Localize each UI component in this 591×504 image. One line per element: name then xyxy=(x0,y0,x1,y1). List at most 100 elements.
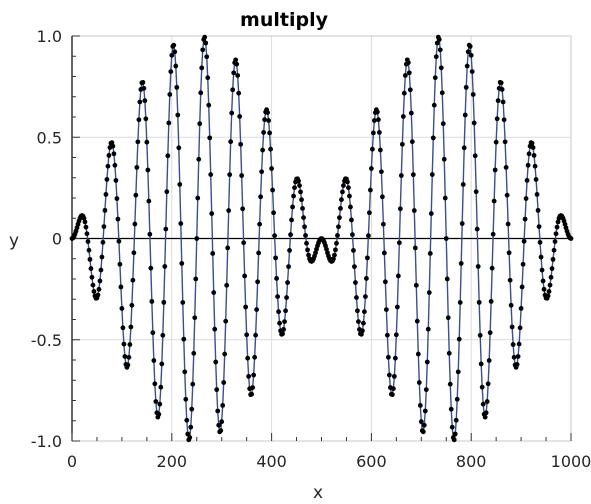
data-point xyxy=(211,290,217,295)
data-point xyxy=(221,380,227,385)
data-point xyxy=(377,147,383,153)
data-point xyxy=(177,182,183,187)
data-point xyxy=(410,172,416,178)
data-point xyxy=(412,245,418,251)
data-point xyxy=(534,192,540,197)
data-point xyxy=(267,130,272,136)
data-point xyxy=(112,162,118,168)
data-point xyxy=(546,289,552,294)
data-point xyxy=(393,332,399,338)
data-point xyxy=(215,408,221,414)
data-point xyxy=(122,354,128,359)
data-point xyxy=(88,266,94,271)
data-point xyxy=(202,34,208,40)
data-point xyxy=(113,177,119,183)
data-point xyxy=(148,265,154,271)
data-point xyxy=(526,151,532,157)
x-tick-label: 800 xyxy=(456,452,487,471)
data-point xyxy=(126,354,132,360)
data-point xyxy=(161,299,167,305)
data-point xyxy=(405,60,411,66)
x-axis-title: x xyxy=(313,483,323,503)
data-point xyxy=(287,248,292,253)
data-point xyxy=(149,299,155,304)
data-point xyxy=(397,206,403,212)
x-tick-label: 600 xyxy=(356,452,387,471)
data-point xyxy=(160,332,166,338)
data-point xyxy=(530,145,536,150)
data-point xyxy=(103,192,109,197)
data-point xyxy=(272,233,277,239)
data-point xyxy=(255,279,261,285)
data-point xyxy=(187,435,193,440)
data-point xyxy=(486,358,492,363)
data-point xyxy=(456,336,462,342)
data-point xyxy=(231,70,237,76)
data-point xyxy=(194,236,200,241)
data-point xyxy=(492,167,498,173)
data-point xyxy=(195,195,201,201)
data-point xyxy=(269,166,274,171)
data-point xyxy=(140,79,146,85)
data-point xyxy=(163,226,169,232)
tick-labels: 0 200 400 600 800 1000 -1.0 -0.5 0 0.5 1.0 xyxy=(31,27,591,471)
data-point xyxy=(532,163,538,169)
data-point xyxy=(167,92,173,97)
data-point xyxy=(252,354,258,360)
data-point xyxy=(270,187,275,193)
data-point xyxy=(334,240,339,246)
data-point xyxy=(548,274,554,280)
data-point xyxy=(172,49,178,55)
data-point xyxy=(197,121,203,127)
data-point xyxy=(178,221,184,226)
data-point xyxy=(97,278,103,284)
data-point xyxy=(433,54,439,60)
data-point xyxy=(210,251,216,256)
data-point xyxy=(227,172,233,178)
data-point xyxy=(495,98,501,104)
data-point xyxy=(355,308,360,314)
data-point xyxy=(411,208,417,213)
data-point xyxy=(233,57,239,63)
data-point xyxy=(226,208,232,213)
data-point xyxy=(443,236,449,241)
data-point xyxy=(90,282,96,288)
data-point xyxy=(158,384,164,390)
data-point xyxy=(381,250,387,256)
data-point xyxy=(490,231,496,237)
data-point xyxy=(98,267,104,273)
data-point xyxy=(374,109,380,115)
data-point xyxy=(240,206,246,212)
data-point xyxy=(335,233,340,238)
data-point xyxy=(445,315,451,321)
data-point xyxy=(451,437,457,443)
data-point xyxy=(507,277,513,283)
data-point xyxy=(259,169,265,175)
data-point xyxy=(101,224,107,229)
data-point xyxy=(111,151,117,157)
data-point xyxy=(237,114,243,119)
data-point xyxy=(174,84,180,90)
data-point xyxy=(339,197,344,203)
x-tick-label: 1000 xyxy=(551,452,591,471)
data-point xyxy=(153,399,159,404)
data-point xyxy=(245,355,251,361)
data-point xyxy=(370,146,375,152)
data-point xyxy=(345,179,350,185)
data-point xyxy=(207,135,213,141)
data-point xyxy=(545,293,551,299)
data-point xyxy=(253,332,259,338)
data-point xyxy=(196,156,202,162)
data-point xyxy=(104,177,110,182)
data-point xyxy=(83,224,89,230)
data-point xyxy=(243,304,249,310)
data-point xyxy=(301,215,306,221)
data-point xyxy=(271,210,276,216)
data-point xyxy=(118,284,124,290)
data-point xyxy=(408,110,414,116)
data-point xyxy=(447,381,453,387)
data-point xyxy=(503,164,509,170)
data-point xyxy=(141,85,147,91)
x-tick-label: 400 xyxy=(256,452,287,471)
data-point xyxy=(390,386,396,392)
